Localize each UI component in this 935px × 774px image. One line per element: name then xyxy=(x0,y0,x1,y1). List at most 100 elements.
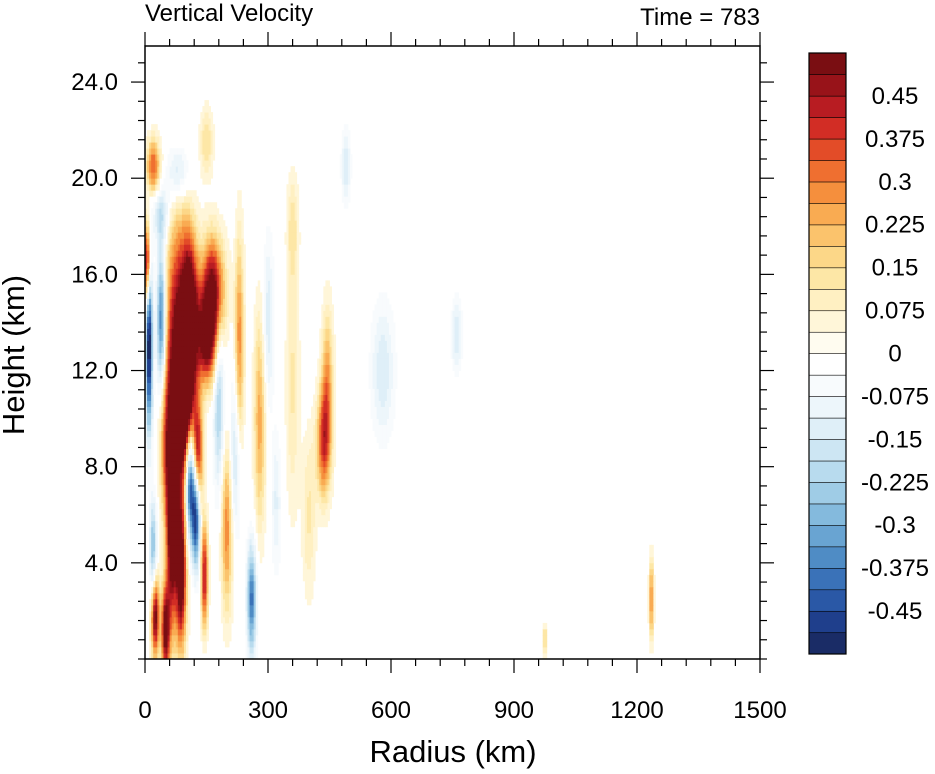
heat-cell xyxy=(218,550,222,558)
heat-cell xyxy=(181,316,185,323)
heat-cell xyxy=(179,220,183,227)
heat-cell xyxy=(179,178,183,185)
heat-cell xyxy=(145,310,148,317)
heat-cell xyxy=(333,454,337,462)
heat-cell xyxy=(288,502,291,510)
heat-cell xyxy=(319,358,322,365)
heat-cell xyxy=(194,442,197,450)
heat-cell xyxy=(196,430,199,438)
heat-cell xyxy=(159,328,162,335)
heat-cell xyxy=(651,604,654,612)
heat-cell xyxy=(229,622,232,630)
heat-cell xyxy=(188,382,191,389)
heat-cell xyxy=(177,412,181,420)
heat-cell xyxy=(290,508,293,516)
heat-cell xyxy=(263,280,267,287)
heat-cell xyxy=(175,478,179,486)
heat-cell xyxy=(382,352,386,359)
heat-cell xyxy=(183,520,187,528)
heat-cell xyxy=(274,544,277,552)
heat-cell xyxy=(292,292,296,299)
heat-cell xyxy=(274,526,277,534)
heat-cell xyxy=(149,328,152,335)
heat-cell xyxy=(247,580,250,588)
heat-cell xyxy=(153,280,156,287)
heat-cell xyxy=(290,328,293,335)
heat-cell xyxy=(169,184,173,191)
heat-cell xyxy=(298,460,302,468)
heat-cell xyxy=(212,274,216,281)
heat-cell xyxy=(233,466,236,474)
heat-cell xyxy=(183,208,187,215)
heat-cell xyxy=(255,310,259,317)
heat-cell xyxy=(200,610,203,618)
heat-cell xyxy=(382,334,386,341)
heat-cell xyxy=(175,376,179,383)
heat-cell xyxy=(151,622,154,630)
heat-cell xyxy=(259,448,263,456)
heat-cell xyxy=(253,394,257,401)
heat-cell xyxy=(296,502,300,510)
heat-cell xyxy=(177,316,181,323)
heat-cell xyxy=(323,484,326,492)
heat-cell xyxy=(300,442,304,450)
heat-cell xyxy=(251,394,255,401)
heat-cell xyxy=(292,316,296,323)
heat-cell xyxy=(309,436,312,444)
heat-cell xyxy=(331,352,334,359)
heat-cell xyxy=(167,562,170,570)
heat-cell xyxy=(227,568,230,576)
heat-cell xyxy=(222,544,226,552)
heat-cell xyxy=(179,262,183,269)
heat-cell xyxy=(206,304,209,311)
heat-cell xyxy=(231,454,234,462)
heat-cell xyxy=(257,412,261,420)
heat-cell xyxy=(292,208,296,215)
heat-cell xyxy=(183,268,187,275)
heat-cell xyxy=(175,472,179,480)
heat-cell xyxy=(393,370,396,377)
heat-cell xyxy=(292,178,296,185)
heat-cell xyxy=(315,544,318,552)
heat-cell xyxy=(259,292,263,299)
heat-cell xyxy=(272,274,275,281)
heat-cell xyxy=(204,340,207,347)
heat-cell xyxy=(173,508,177,516)
heat-cell xyxy=(239,226,242,233)
heat-cell xyxy=(173,334,177,341)
heat-cell xyxy=(177,238,181,245)
heat-cell xyxy=(167,286,170,293)
heat-cell xyxy=(302,556,306,564)
heat-cell xyxy=(192,370,195,377)
heat-cell xyxy=(259,484,263,492)
heat-cell xyxy=(147,310,150,317)
heat-cell xyxy=(237,508,240,516)
heat-cell xyxy=(327,514,330,522)
heat-cell xyxy=(198,388,201,395)
heat-cell xyxy=(149,364,152,371)
heat-cell xyxy=(241,232,244,239)
heat-cell xyxy=(300,478,304,486)
heat-cell xyxy=(145,238,148,245)
heat-cell xyxy=(237,454,240,462)
heat-cell xyxy=(190,472,193,480)
heat-cell xyxy=(155,244,158,251)
heat-cell xyxy=(188,406,191,413)
heat-cell xyxy=(325,496,328,504)
heat-cell xyxy=(151,598,154,606)
heat-cell xyxy=(380,388,384,395)
heat-cell xyxy=(325,400,328,407)
heat-cell xyxy=(212,406,216,413)
heat-cell xyxy=(177,250,181,257)
heat-cell xyxy=(218,472,222,480)
heat-cell xyxy=(222,394,226,401)
heat-cell xyxy=(179,256,183,263)
heat-cell xyxy=(161,400,164,407)
heat-cell xyxy=(323,466,326,474)
heat-cell xyxy=(151,556,154,564)
heat-cell xyxy=(171,250,175,257)
heat-cell xyxy=(313,460,316,468)
heat-cell xyxy=(231,394,234,401)
heat-cell xyxy=(147,484,150,492)
heat-cell xyxy=(200,436,203,444)
